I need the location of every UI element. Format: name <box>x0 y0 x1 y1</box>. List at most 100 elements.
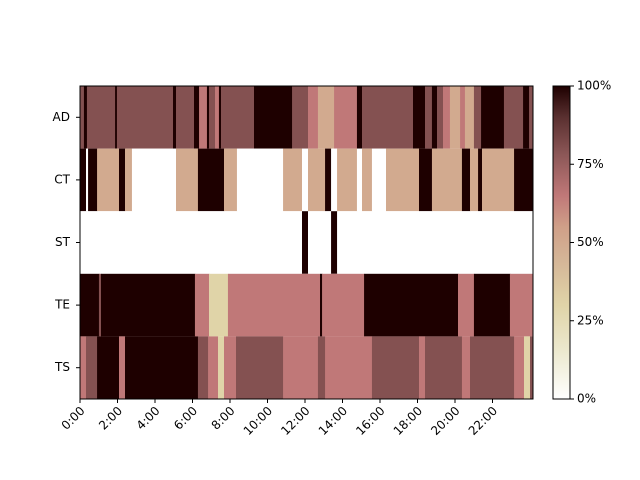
heatmap-cell <box>80 211 303 274</box>
y-tick-label: TE <box>54 298 70 312</box>
colorbar-tick-label: 0% <box>577 392 596 406</box>
heatmap-cell <box>227 273 321 337</box>
heatmap-cell <box>86 86 116 149</box>
heatmap-cell <box>320 273 323 337</box>
heatmap-cell <box>80 148 87 212</box>
heatmap-cell <box>371 336 420 399</box>
heatmap-cell <box>509 273 534 337</box>
colorbar-tick-label: 75% <box>577 157 604 171</box>
heatmap-cell <box>116 86 174 149</box>
heatmap-cell <box>437 86 444 149</box>
heatmap-cell <box>362 148 373 212</box>
x-tick-label: 6:00 <box>171 404 200 433</box>
y-tick-label: TS <box>54 360 70 374</box>
x-tick-label: 8:00 <box>209 404 238 433</box>
colorbar-tick-label: 25% <box>577 313 604 327</box>
heatmap-cell <box>208 336 219 399</box>
heatmap-cell <box>218 86 222 149</box>
heatmap-cell <box>302 148 309 212</box>
heatmap-cell <box>308 148 326 212</box>
heatmap-cell <box>197 148 225 212</box>
heatmap-cell <box>524 336 531 399</box>
x-tick-label: 12:00 <box>278 404 312 438</box>
heatmap-cell <box>514 148 534 212</box>
heatmap-cell <box>176 86 195 149</box>
heatmap-cell <box>101 273 196 337</box>
heatmap-cell <box>461 336 471 399</box>
heatmap-cell <box>83 86 88 149</box>
heatmap-cell <box>362 86 414 149</box>
heatmap-cell <box>209 86 216 149</box>
heatmap-cell <box>334 86 358 149</box>
heatmap-cell <box>86 336 98 399</box>
heatmap-cell <box>337 211 534 274</box>
heatmap-cell <box>443 86 451 149</box>
y-tick-label: ST <box>55 235 71 249</box>
heatmap-cell <box>215 86 220 149</box>
heatmap-cell <box>514 336 525 399</box>
heatmap-cell <box>199 86 208 149</box>
heatmap-cell <box>80 336 87 399</box>
heatmap-cell <box>325 148 332 212</box>
heatmap-cell <box>97 148 120 212</box>
heatmap-cell <box>98 273 102 337</box>
heatmap-cell <box>115 86 118 149</box>
heatmap-cell <box>431 86 438 149</box>
heatmap-cell <box>131 148 177 212</box>
heatmap-cell <box>125 336 199 399</box>
heatmap-cell <box>236 148 284 212</box>
heatmap-cell <box>461 148 471 212</box>
x-tick-label: 4:00 <box>134 404 163 433</box>
heatmap-cell <box>119 336 126 399</box>
heatmap-cell <box>88 148 98 212</box>
heatmap-cell <box>523 86 530 149</box>
heatmap-cell <box>173 86 177 149</box>
x-tick-label: 14:00 <box>316 404 350 438</box>
heatmap-cell <box>386 148 420 212</box>
heatmap-cell <box>302 211 309 274</box>
heatmap-cell <box>194 86 200 149</box>
heatmap-cell <box>125 148 133 212</box>
heatmap-cell <box>470 336 515 399</box>
heatmap-cell <box>80 86 85 149</box>
x-tick-label: 16:00 <box>353 404 387 438</box>
heatmap-cell <box>356 148 363 212</box>
heatmap-cell <box>325 336 373 399</box>
colorbar-tick-label: 100% <box>577 79 611 93</box>
heatmap-cell <box>224 336 237 399</box>
heatmap-cell <box>317 336 326 399</box>
heatmap-cell <box>292 86 309 149</box>
heatmap-cell <box>322 273 365 337</box>
heatmap-cell <box>176 148 199 212</box>
heatmap-cell <box>86 148 89 212</box>
y-tick-label: CT <box>54 172 70 186</box>
heatmap-cell <box>197 336 209 399</box>
x-tick-label: 22:00 <box>466 404 500 438</box>
heatmap-cell <box>331 148 338 212</box>
heatmap-cell <box>478 148 483 212</box>
heatmap-cell <box>218 336 225 399</box>
heatmap-cell <box>206 86 210 149</box>
x-tick-label: 2:00 <box>96 404 125 433</box>
heatmap-cell <box>473 86 482 149</box>
heatmap-cell <box>431 148 463 212</box>
heatmap-cell <box>503 86 524 149</box>
heatmap-cell <box>308 86 319 149</box>
heatmap-cell <box>283 148 303 212</box>
heatmap-cell <box>460 86 466 149</box>
x-tick-label: 10:00 <box>241 404 275 438</box>
heatmap-cell <box>481 86 505 149</box>
colorbar-tick-label: 50% <box>577 235 604 249</box>
heatmap-cell <box>317 86 335 149</box>
heatmap-cell <box>449 86 461 149</box>
heatmap-cell <box>224 148 238 212</box>
heatmap-cell <box>413 86 426 149</box>
heatmap-cell <box>425 86 433 149</box>
heatmap-cell <box>529 86 534 149</box>
heatmap-cell <box>419 336 426 399</box>
heatmap-cell <box>371 148 387 212</box>
x-tick-label: 0:00 <box>59 404 88 433</box>
heatmap-cell <box>425 336 463 399</box>
heatmap-cell <box>97 336 120 399</box>
